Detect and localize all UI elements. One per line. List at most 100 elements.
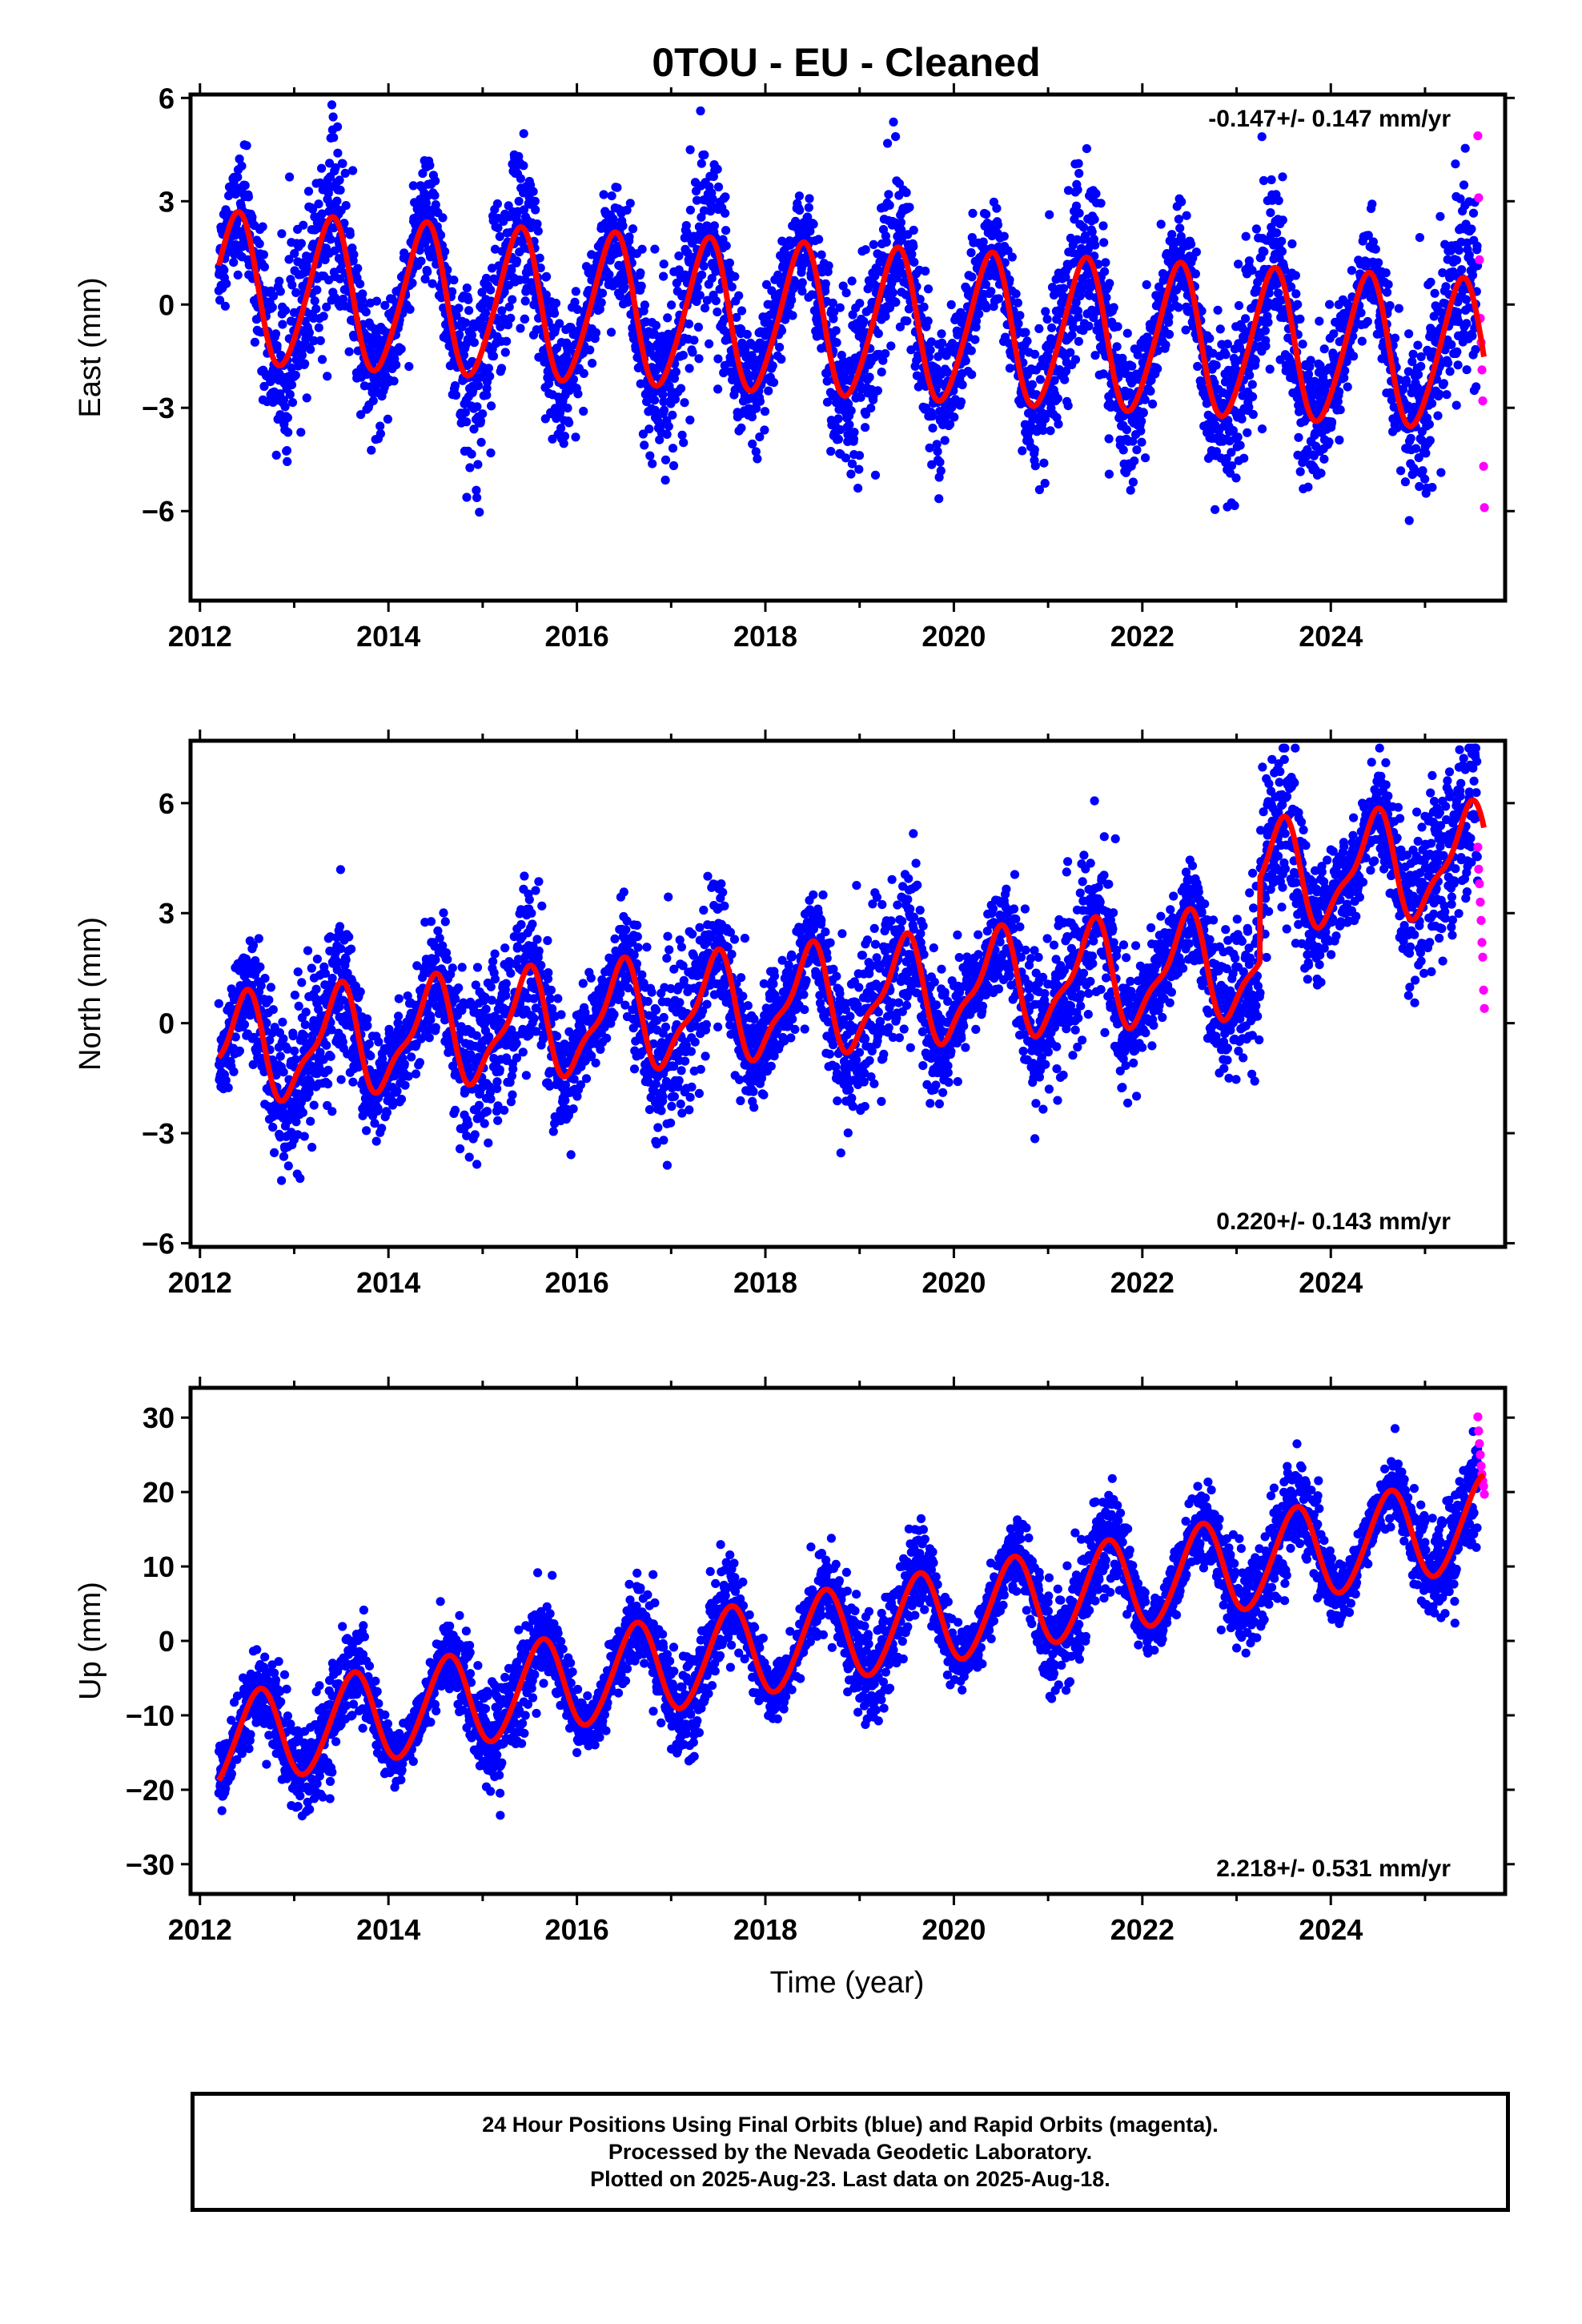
final-orbit-point (278, 320, 287, 329)
y-tick-label: 0 (159, 288, 175, 321)
final-orbit-point (1396, 466, 1406, 476)
final-orbit-point (319, 312, 328, 321)
rapid-orbit-point (1473, 131, 1483, 141)
final-orbit-point (482, 390, 492, 400)
final-orbit-point (551, 299, 561, 308)
final-orbit-point (1425, 436, 1435, 445)
final-orbit-point (1234, 259, 1243, 269)
final-orbit-point (1462, 365, 1472, 375)
final-orbit-point (685, 205, 696, 215)
final-orbit-point (469, 424, 479, 434)
final-orbit-point (559, 439, 568, 448)
final-orbit-point (1090, 215, 1099, 224)
final-orbit-point (1053, 394, 1062, 404)
final-orbit-point (296, 239, 306, 248)
final-orbit-point (1404, 516, 1414, 525)
final-orbit-point (1303, 482, 1313, 492)
final-orbit-point (323, 1080, 333, 1089)
final-orbit-point (1126, 485, 1135, 495)
final-orbit-point (677, 430, 687, 440)
final-orbit-point (1237, 414, 1247, 424)
final-orbit-point (358, 289, 367, 299)
final-orbit-point (889, 117, 898, 127)
final-orbit-point (999, 231, 1009, 241)
final-orbit-point (1415, 233, 1424, 243)
final-orbit-point (1063, 401, 1073, 411)
final-orbit-point (846, 469, 856, 479)
final-orbit-point (1278, 215, 1287, 225)
x-tick-label: 2022 (1110, 620, 1174, 653)
final-orbit-point (220, 301, 230, 311)
final-orbit-point (335, 175, 344, 185)
final-orbit-point (1039, 458, 1049, 468)
final-orbit-point (775, 343, 785, 352)
final-orbit-point (1074, 336, 1083, 346)
final-orbit-point (1164, 329, 1174, 340)
final-orbit-point (694, 354, 704, 364)
final-orbit-point (938, 338, 947, 348)
final-orbit-point (408, 278, 417, 288)
final-orbit-point (299, 220, 308, 230)
final-orbit-point (760, 407, 770, 416)
final-orbit-point (500, 287, 509, 297)
final-orbit-point (421, 198, 432, 208)
final-orbit-point (272, 341, 282, 351)
final-orbit-point (520, 296, 530, 306)
final-orbit-point (1363, 316, 1372, 327)
final-orbit-point (327, 1107, 337, 1116)
final-orbit-point (909, 257, 919, 267)
final-orbit-point (659, 259, 669, 269)
rapid-orbit-point (1479, 461, 1488, 471)
final-orbit-point (696, 106, 705, 116)
final-orbit-point (742, 329, 752, 340)
final-orbit-point (685, 415, 695, 425)
final-orbit-point (1420, 474, 1430, 484)
final-orbit-point (276, 351, 286, 360)
final-orbit-point (550, 308, 560, 318)
final-orbit-point (1191, 247, 1201, 257)
final-orbit-point (464, 295, 473, 304)
final-orbit-point (519, 161, 528, 171)
final-orbit-point (680, 398, 689, 408)
final-orbit-point (1371, 244, 1380, 254)
final-orbit-point (1047, 323, 1057, 332)
final-orbit-point (496, 364, 507, 373)
final-orbit-point (1429, 312, 1439, 321)
y-tick-label: −6 (142, 495, 175, 528)
final-orbit-point (1045, 210, 1054, 219)
final-orbit-point (264, 995, 274, 1005)
final-orbit-point (296, 428, 306, 437)
final-orbit-point (968, 208, 978, 218)
final-orbit-point (1471, 344, 1480, 355)
final-orbit-point (1060, 375, 1070, 384)
final-orbit-point (755, 396, 765, 406)
final-orbit-point (1112, 342, 1122, 352)
final-orbit-point (418, 169, 428, 179)
final-orbit-point (1058, 283, 1068, 293)
final-orbit-point (1415, 481, 1424, 492)
final-orbit-point (1090, 240, 1100, 250)
final-orbit-point (934, 494, 944, 504)
final-orbit-point (764, 386, 773, 396)
final-orbit-point (461, 318, 471, 328)
final-orbit-point (1472, 241, 1482, 251)
final-orbit-point (425, 160, 435, 171)
final-orbit-point (476, 416, 486, 426)
final-orbit-point (295, 1173, 305, 1184)
final-orbit-point (700, 304, 710, 313)
final-orbit-point (1022, 336, 1032, 346)
final-orbit-point (311, 304, 321, 314)
final-orbit-point (958, 380, 967, 390)
final-orbit-point (866, 404, 876, 413)
final-orbit-point (1091, 189, 1101, 199)
final-orbit-point (1146, 386, 1155, 396)
final-orbit-point (817, 250, 826, 259)
final-orbit-point (588, 359, 597, 368)
final-orbit-point (1027, 380, 1037, 389)
final-orbit-point (275, 1051, 285, 1061)
final-orbit-point (1390, 333, 1400, 343)
final-orbit-point (855, 299, 865, 308)
final-orbit-point (667, 300, 677, 310)
final-orbit-points-north (214, 743, 1483, 1185)
